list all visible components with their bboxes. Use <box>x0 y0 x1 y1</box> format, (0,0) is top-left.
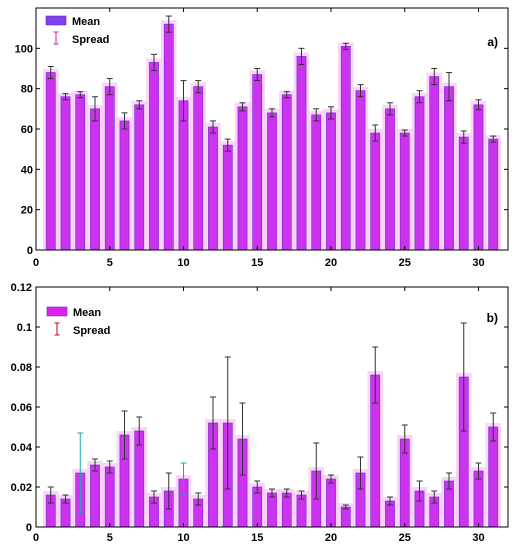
bar <box>90 464 100 528</box>
y-tick-label: 0 <box>26 522 32 534</box>
bar <box>488 426 499 528</box>
x-tick-label: 30 <box>472 532 484 544</box>
bars-group <box>43 20 501 251</box>
bar <box>149 62 159 251</box>
y-tick-label: 100 <box>15 43 33 55</box>
x-tick-label: 10 <box>177 257 189 269</box>
bar <box>104 466 115 528</box>
x-tick-label: 5 <box>107 532 113 544</box>
bar <box>45 72 56 251</box>
bar <box>385 108 395 251</box>
bar <box>90 108 100 251</box>
bar <box>429 76 440 251</box>
bar <box>267 492 277 528</box>
bar <box>414 96 425 251</box>
bar <box>296 494 307 528</box>
legend-spread-label: Spread <box>73 325 110 337</box>
bar <box>326 478 336 528</box>
bar <box>208 126 218 251</box>
y-tick-label: 40 <box>21 164 33 176</box>
bar <box>311 114 322 251</box>
bar <box>355 90 366 251</box>
errorbars-group <box>47 322 497 514</box>
bar <box>326 112 336 251</box>
bar <box>370 132 381 251</box>
bar <box>75 94 86 251</box>
x-tick-label: 0 <box>33 532 39 544</box>
x-tick-label: 20 <box>325 257 337 269</box>
bar <box>252 74 263 251</box>
x-tick-label: 30 <box>472 257 484 269</box>
legend: Mean Spread <box>42 12 114 48</box>
legend-mean-swatch <box>45 15 67 26</box>
x-tick-label: 25 <box>399 532 411 544</box>
bar <box>267 112 277 251</box>
legend-mean-swatch <box>46 306 68 317</box>
y-tick-label: 0.06 <box>11 402 32 414</box>
panel-a: 0 5 10 15 20 25 30 0 20 40 60 80 100 a) Mean Spread <box>15 7 509 269</box>
errorbars-group <box>47 15 497 152</box>
bar <box>281 492 292 528</box>
bar <box>222 144 233 251</box>
y-tick-label: 0.1 <box>17 322 32 334</box>
bar <box>458 136 469 251</box>
y-tick-label: 0 <box>27 245 33 257</box>
bar <box>193 86 204 251</box>
x-tick-label: 15 <box>251 257 263 269</box>
bar <box>488 138 499 251</box>
x-tick-label: 15 <box>251 532 263 544</box>
y-tick-label: 0.08 <box>11 362 32 374</box>
bar <box>340 506 351 528</box>
bar <box>163 23 174 251</box>
bar <box>104 86 115 251</box>
panel-label: a) <box>487 35 498 49</box>
legend: Mean Spread <box>43 303 115 339</box>
legend-spread-label: Spread <box>72 34 109 46</box>
panel-label: b) <box>487 311 498 325</box>
legend-mean-label: Mean <box>72 16 100 28</box>
x-tick-label: 10 <box>177 532 189 544</box>
y-tick-label: 0.12 <box>11 282 32 294</box>
legend-mean-label: Mean <box>73 307 101 319</box>
bar <box>60 96 71 251</box>
bar <box>340 46 351 251</box>
bar <box>119 120 130 251</box>
y-tick-label: 0.02 <box>11 482 32 494</box>
bar <box>237 106 248 251</box>
bar <box>134 104 145 251</box>
y-tick-label: 0.04 <box>11 442 33 454</box>
x-tick-label: 0 <box>33 257 39 269</box>
bar <box>296 56 307 251</box>
y-tick-label: 60 <box>21 124 33 136</box>
x-tick-label: 20 <box>325 532 337 544</box>
y-tick-label: 20 <box>21 205 33 217</box>
bar <box>399 132 410 251</box>
y-tick-label: 80 <box>21 84 33 96</box>
bar <box>473 104 484 251</box>
bar <box>444 86 454 251</box>
x-tick-label: 25 <box>399 257 411 269</box>
x-tick-label: 5 <box>107 257 113 269</box>
bar <box>178 100 189 251</box>
bar <box>281 94 292 251</box>
panel-b: 0 5 10 15 20 25 30 0 0.02 0.04 0.06 0.08 0.1 0.12 b) Me… <box>11 282 509 544</box>
